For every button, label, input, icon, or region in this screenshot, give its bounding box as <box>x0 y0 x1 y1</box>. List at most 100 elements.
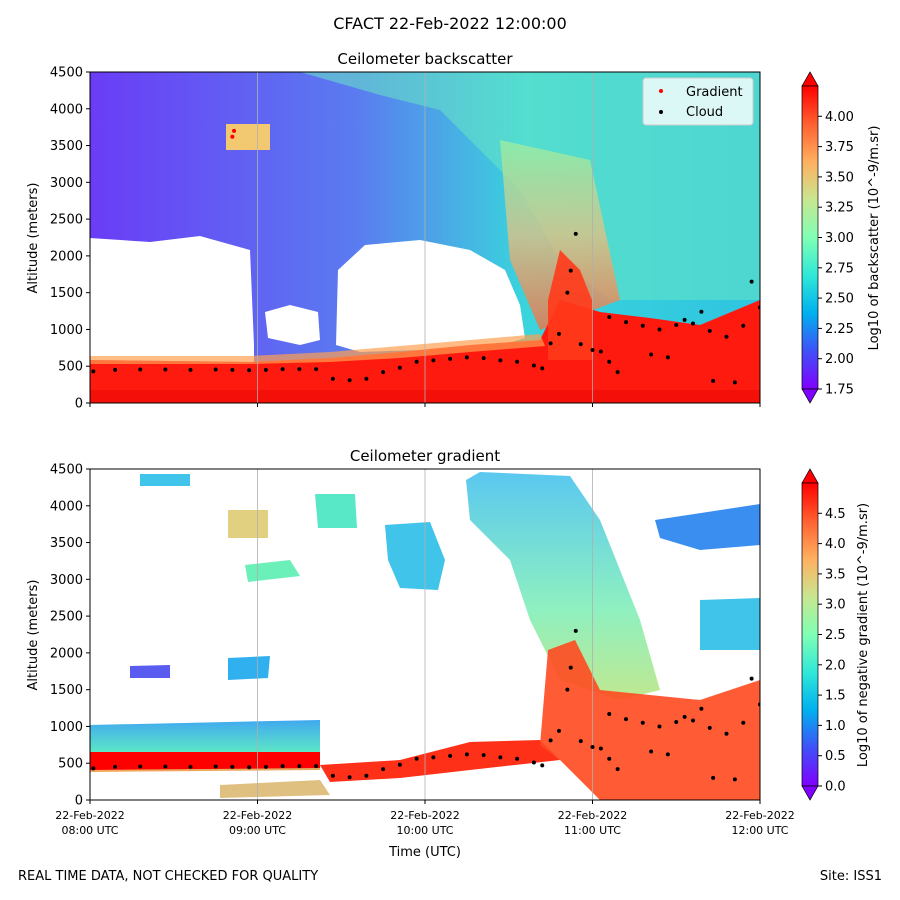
y-tick-label: 4000 <box>50 102 83 117</box>
cloud-point <box>297 764 302 769</box>
gradient-point <box>232 128 237 133</box>
cloud-point <box>138 367 143 372</box>
cloud-point <box>498 755 503 760</box>
cloud-point <box>707 328 712 333</box>
y-tick-label: 1000 <box>50 323 83 338</box>
cloud-point <box>381 370 386 375</box>
cloud-point <box>640 323 645 328</box>
cloud-point <box>163 367 168 372</box>
colorbar-tick-label: 3.25 <box>825 201 854 216</box>
x-tick-time-label: 08:00 UTC <box>61 824 118 837</box>
x-tick-date-label: 22-Feb-2022 <box>223 809 292 822</box>
gradient-point <box>230 134 235 139</box>
cloud-point <box>498 358 503 363</box>
cloud-point <box>381 767 386 772</box>
gradient-patch-8 <box>228 656 270 680</box>
gradient-patch-9 <box>130 665 170 678</box>
cloud-point <box>188 764 193 769</box>
cloud-point <box>448 753 453 758</box>
y-tick-label: 2500 <box>50 213 83 228</box>
cloud-point <box>531 363 536 368</box>
gradient-mid-layer <box>320 740 560 782</box>
bottom-panel-title: Ceilometer gradient <box>350 447 500 465</box>
cloud-point <box>657 724 662 729</box>
cloud-point <box>414 359 419 364</box>
gradient-patch-3 <box>245 560 300 582</box>
cloud-point <box>724 731 729 736</box>
cloud-point <box>347 775 352 780</box>
y-tick-label: 500 <box>58 360 83 375</box>
cloud-point <box>568 665 573 670</box>
legend-gradient-label: Gradient <box>686 85 743 100</box>
bottom-y-axis-label: Altitude (meters) <box>26 580 41 691</box>
cloud-point <box>464 355 469 360</box>
colorbar-tick-label: 3.50 <box>825 170 854 185</box>
cloud-point <box>431 358 436 363</box>
cloud-point <box>247 368 252 373</box>
cloud-point <box>91 369 96 374</box>
cloud-point <box>540 763 545 768</box>
y-tick-label: 0 <box>75 397 83 412</box>
cloud-point <box>364 376 369 381</box>
cloud-point <box>565 687 570 692</box>
cloud-point <box>615 767 620 772</box>
cloud-point <box>590 745 595 750</box>
cloud-point <box>607 711 612 716</box>
gradient-patch-7 <box>700 598 760 650</box>
cloud-point <box>330 773 335 778</box>
colorbar-tick-label: 1.75 <box>825 383 854 398</box>
colorbar-tick-label: 1.5 <box>825 689 846 704</box>
cloud-point <box>699 309 704 314</box>
legend-gradient-marker <box>659 89 663 93</box>
cloud-point <box>590 348 595 353</box>
cloud-point <box>213 764 218 769</box>
y-tick-label: 3500 <box>50 139 83 154</box>
cloud-point <box>138 764 143 769</box>
cloud-point <box>263 764 268 769</box>
top-y-axis-label: Altitude (meters) <box>26 183 41 294</box>
cloud-point <box>674 720 679 725</box>
gradient-bl-top <box>90 752 320 770</box>
colorbar-tick-label: 2.00 <box>825 352 854 367</box>
upper-layer-patch <box>226 124 270 150</box>
cloud-point <box>515 756 520 761</box>
colorbar-tick-label: 3.5 <box>825 567 846 582</box>
backscatter-colorbar <box>801 71 819 404</box>
cloud-point <box>297 367 302 372</box>
colorbar-tick-label: 4.5 <box>825 507 846 522</box>
cloud-point <box>732 777 737 782</box>
cloud-point <box>364 773 369 778</box>
cloud-point <box>674 323 679 328</box>
legend: Gradient Cloud <box>642 77 754 126</box>
colorbar-tick-label: 4.0 <box>825 537 846 552</box>
gradient-cloud-edges <box>540 640 760 800</box>
legend-cloud-marker <box>659 110 663 114</box>
x-tick-date-label: 22-Feb-2022 <box>390 809 459 822</box>
y-tick-label: 2500 <box>50 610 83 625</box>
y-tick-label: 3500 <box>50 536 83 551</box>
y-tick-label: 1500 <box>50 683 83 698</box>
cloud-point <box>649 749 654 754</box>
cloud-point <box>230 764 235 769</box>
cloud-point <box>557 728 561 733</box>
cloud-point <box>598 746 603 751</box>
cloud-point <box>314 367 319 372</box>
quality-disclaimer: REAL TIME DATA, NOT CHECKED FOR QUALITY <box>18 869 319 884</box>
cloud-point <box>263 367 268 372</box>
bottom-colorbar-label: Log10 of negative gradient (10^-9/m.sr) <box>856 503 871 767</box>
cloud-point <box>691 321 695 326</box>
cloud-point <box>711 775 716 780</box>
cloud-point <box>280 367 285 372</box>
cloud-point <box>113 367 118 372</box>
cloud-point <box>515 359 520 364</box>
y-tick-label: 3000 <box>50 176 83 191</box>
y-tick-label: 1500 <box>50 286 83 301</box>
colorbar-tick-label: 2.75 <box>825 261 854 276</box>
cloud-point <box>624 717 628 722</box>
x-tick-date-label: 22-Feb-2022 <box>55 809 124 822</box>
cloud-point <box>615 370 620 375</box>
cloud-point <box>682 714 687 719</box>
cloud-point <box>749 676 754 681</box>
cloud-point <box>481 753 486 758</box>
cloud-point <box>578 342 583 347</box>
